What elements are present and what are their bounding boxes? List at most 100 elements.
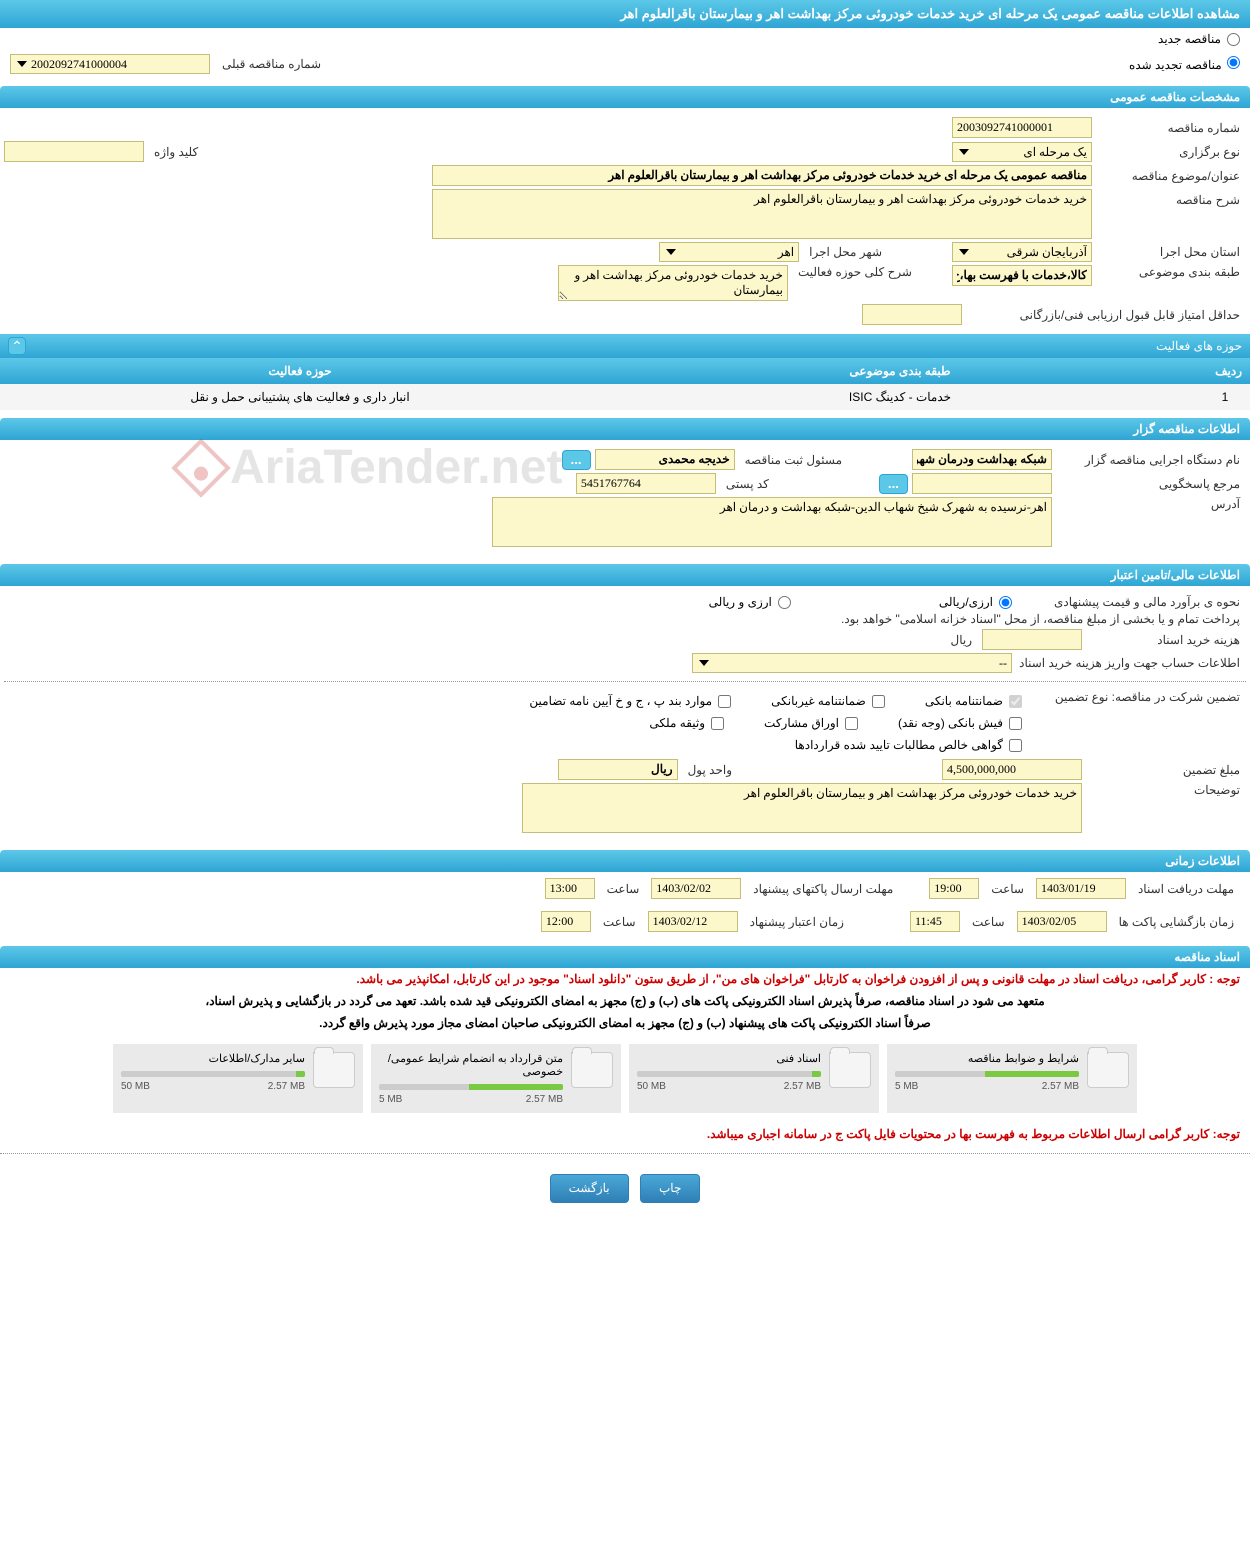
number-input[interactable] (952, 117, 1092, 138)
category-input[interactable] (952, 265, 1092, 286)
cb-g5-label: اوراق مشارکت (764, 716, 839, 730)
province-label: استان محل اجرا (1096, 245, 1246, 259)
doc-deadline-time[interactable] (929, 878, 979, 899)
valid-date[interactable] (648, 911, 738, 932)
responder-label: مرجع پاسخگویی (1056, 477, 1246, 491)
open-time[interactable] (910, 911, 960, 932)
source-note: پرداخت تمام و یا بخشی از مبلغ مناقصه، از… (835, 612, 1246, 626)
packet-deadline-time[interactable] (545, 878, 595, 899)
radio-renewed[interactable] (1227, 56, 1240, 69)
folder-icon (571, 1052, 613, 1088)
amount-input[interactable] (942, 759, 1082, 780)
cb-g4[interactable] (1009, 717, 1022, 730)
method-label: نحوه ی برآورد مالی و قیمت پیشنهادی (1016, 595, 1246, 609)
amount-unit-label: واحد پول (682, 763, 738, 777)
minscore-input[interactable] (862, 304, 962, 325)
address-textarea[interactable]: اهر-نرسیده به شهرک شیخ شهاب الدین-شبکه ب… (492, 497, 1052, 547)
minscore-label: حداقل امتیاز قابل قبول ارزیابی فنی/بازرگ… (966, 308, 1246, 322)
docs-note1: توجه : کاربر گرامی، دریافت اسناد در مهلت… (0, 968, 1250, 990)
responder-input[interactable] (912, 473, 1052, 494)
folder-icon (313, 1052, 355, 1088)
open-date[interactable] (1017, 911, 1107, 932)
province-select[interactable]: آذربایجان شرقی (952, 242, 1092, 262)
activity-desc-textarea[interactable]: خرید خدمات خودروئی مرکز بهداشت اهر و بیم… (558, 265, 788, 301)
valid-label: زمان اعتبار پیشنهاد (744, 915, 850, 929)
file-title: سایر مدارک/اطلاعات (121, 1052, 305, 1065)
prev-number-select[interactable]: 2002092741000004 (10, 54, 210, 74)
doc-deadline-date[interactable] (1036, 878, 1126, 899)
activity-desc-label: شرح کلی حوزه فعالیت (792, 265, 918, 279)
cb-g7-label: گواهی خالص مطالبات تایید شده قراردادها (795, 738, 1003, 752)
file-title: شرایط و ضوابط مناقصه (895, 1052, 1079, 1065)
file-card-4[interactable]: سایر مدارک/اطلاعات 50 MB 2.57 MB (113, 1044, 363, 1113)
file-used: 2.57 MB (784, 1081, 821, 1092)
postal-input[interactable] (576, 473, 716, 494)
type-label: نوع برگزاری (1096, 145, 1246, 159)
type-select[interactable]: یک مرحله ای (952, 142, 1092, 162)
category-label: طبقه بندی موضوعی (1096, 265, 1246, 279)
packet-deadline-date[interactable] (651, 878, 741, 899)
number-label: شماره مناقصه (1096, 121, 1246, 135)
file-used: 2.57 MB (268, 1081, 305, 1092)
title-input[interactable] (432, 165, 1092, 186)
file-used: 2.57 MB (1042, 1081, 1079, 1092)
keyword-label: کلید واژه (148, 145, 204, 159)
radio-new[interactable] (1227, 33, 1240, 46)
collapse-activity-icon[interactable]: ⌃ (8, 337, 26, 355)
radio-fm1[interactable] (999, 596, 1012, 609)
cb-g3[interactable] (718, 695, 731, 708)
section-activity: حوزه های فعالیت (1156, 339, 1242, 353)
file-title: اسناد فنی (637, 1052, 821, 1065)
print-button[interactable]: چاپ (640, 1174, 700, 1203)
cb-g6[interactable] (711, 717, 724, 730)
tender-mode-radios: مناقصه جدید (0, 28, 1250, 50)
activity-table-row: 1 خدمات - کدینگ ISIC انبار داری و فعالیت… (0, 384, 1250, 410)
cb-g5[interactable] (845, 717, 858, 730)
docs-footer-note: توجه: کاربر گرامی ارسال اطلاعات مربوط به… (0, 1123, 1250, 1145)
divider (4, 681, 1246, 682)
radio-fm2[interactable] (778, 596, 791, 609)
file-card-1[interactable]: شرایط و ضوابط مناقصه 5 MB 2.57 MB (887, 1044, 1137, 1113)
city-select[interactable]: اهر (659, 242, 799, 262)
divider (0, 1153, 1250, 1154)
cb-g2[interactable] (872, 695, 885, 708)
radio-fm1-label: ارزی/ریالی (939, 595, 993, 609)
cb-g2-label: ضمانتنامه غیربانکی (771, 694, 866, 708)
valid-time[interactable] (541, 911, 591, 932)
hour-label-2: ساعت (601, 882, 646, 896)
page-title: مشاهده اطلاعات مناقصه عمومی یک مرحله ای … (0, 0, 1250, 28)
note-textarea[interactable]: خرید خدمات خودروئی مرکز بهداشت اهر و بیم… (522, 783, 1082, 833)
registrar-input[interactable] (595, 449, 735, 470)
keyword-input[interactable] (4, 141, 144, 162)
cb-g4-label: فیش بانکی (وجه نقد) (898, 716, 1003, 730)
exec-input[interactable] (912, 449, 1052, 470)
file-total: 5 MB (895, 1081, 918, 1092)
fee-input[interactable] (982, 629, 1082, 650)
amount-currency-input[interactable] (558, 759, 678, 780)
activity-legend: حوزه های فعالیت ⌃ (0, 334, 1250, 358)
desc-label: شرح مناقصه (1096, 189, 1246, 207)
cb-g7[interactable] (1009, 739, 1022, 752)
city-label: شهر محل اجرا (803, 245, 888, 259)
postal-label: کد پستی (720, 477, 775, 491)
docs-note2a: متعهد می شود در اسناد مناقصه، صرفاً پذیر… (0, 990, 1250, 1012)
file-total: 50 MB (637, 1081, 666, 1092)
registrar-dots-button[interactable]: ... (562, 450, 591, 470)
responder-dots-button[interactable]: ... (879, 474, 908, 494)
account-select[interactable]: -- (692, 653, 1012, 673)
cb-g1[interactable] (1009, 695, 1022, 708)
registrar-label: مسئول ثبت مناقصه (739, 453, 848, 467)
progress-fill (812, 1071, 821, 1077)
file-used: 2.57 MB (526, 1094, 563, 1105)
doc-deadline-label: مهلت دریافت اسناد (1132, 882, 1240, 896)
back-button[interactable]: بازگشت (550, 1174, 629, 1203)
progress-fill (985, 1071, 1079, 1077)
file-card-2[interactable]: اسناد فنی 50 MB 2.57 MB (629, 1044, 879, 1113)
folder-icon (829, 1052, 871, 1088)
td-cat: خدمات - کدینگ ISIC (600, 388, 1200, 406)
cb-g6-label: وثیقه ملکی (649, 716, 705, 730)
file-total: 50 MB (121, 1081, 150, 1092)
desc-textarea[interactable]: خرید خدمات خودروئی مرکز بهداشت اهر و بیم… (432, 189, 1092, 239)
hour-label-1: ساعت (985, 882, 1030, 896)
file-card-3[interactable]: متن قرارداد به انضمام شرایط عمومی/خصوصی … (371, 1044, 621, 1113)
